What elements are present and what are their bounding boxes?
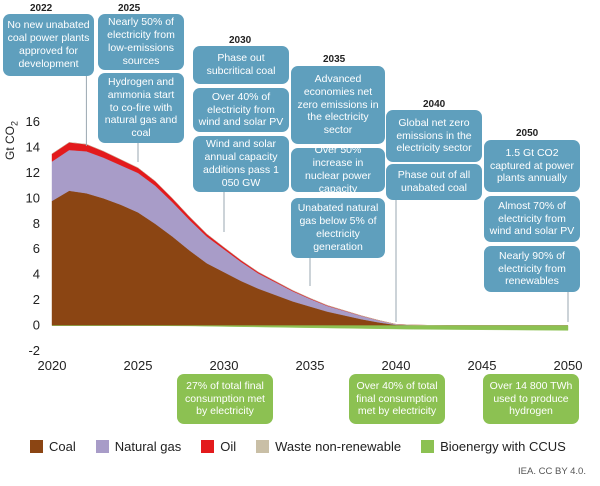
legend-swatch-oil [201,440,215,453]
callout-2050-co2-captured: 1.5 Gt CO2 captured at power plants annu… [484,140,580,192]
y-tick-label: 6 [33,241,40,256]
y-tick-label: 8 [33,216,40,231]
legend-item-coal: Coal [30,439,76,454]
legend-item-waste: Waste non-renewable [256,439,401,454]
legend-label-natural-gas: Natural gas [114,439,182,454]
legend-label-oil: Oil [220,439,237,454]
chart-legend: Coal Natural gas Oil Waste non-renewable… [30,439,566,454]
callout-2050-hydrogen: Over 14 800 TWh used to produce hydrogen [483,374,579,424]
series-area-waste [51,142,568,326]
y-tick-label: -2 [28,343,40,358]
x-tick-label: 2030 [210,358,239,373]
legend-label-coal: Coal [49,439,76,454]
callout-2035-nuclear: Over 50% increase in nuclear power capac… [291,144,385,195]
callout-2040-net-zero: Global net zero emissions in the electri… [386,110,482,162]
legend-swatch-waste [256,440,270,453]
x-tick-label: 2045 [468,358,497,373]
callout-2040-coal-phaseout: Phase out of all unabated coal [386,164,482,200]
legend-item-natural-gas: Natural gas [95,439,182,454]
callout-2035-advanced-economies: Advanced economies net zero emissions in… [291,66,385,144]
legend-item-beccs: Bioenergy with CCUS [421,439,566,454]
year-label-2022: 2022 [30,3,53,14]
callout-2030-capacity: Wind and solar annual capacity additions… [193,136,289,192]
callout-2040-electricity-share: Over 40% of total final consumption met … [349,374,445,424]
year-label-2040: 2040 [423,99,446,110]
y-tick-label: 16 [26,114,40,129]
y-tick-label: 10 [26,190,40,205]
y-tick-label: 14 [26,139,40,154]
callout-2025-hydrogen: Hydrogen and ammonia start to co-fire wi… [98,73,184,143]
x-tick-label: 2035 [296,358,325,373]
year-label-2030: 2030 [229,35,252,46]
year-label-2025: 2025 [118,3,141,14]
y-tick-label: 2 [33,292,40,307]
legend-label-waste: Waste non-renewable [275,439,402,454]
callout-2035-natural-gas: Unabated natural gas below 5% of electri… [291,198,385,258]
year-label-2050: 2050 [516,128,539,139]
x-tick-label: 2025 [124,358,153,373]
x-tick-label: 2020 [38,358,67,373]
callout-2022-coal-plants: No new unabated coal power plants approv… [3,14,94,76]
legend-swatch-natural-gas [95,440,109,453]
y-tick-label: 4 [33,267,40,282]
x-tick-label: 2040 [382,358,411,373]
callout-2030-wind-solar: Over 40% of electricity from wind and so… [193,88,289,132]
legend-swatch-beccs [421,440,435,453]
callout-2050-renewables: Nearly 90% of electricity from renewable… [484,246,580,292]
year-label-2035: 2035 [323,54,346,65]
legend-item-oil: Oil [201,439,236,454]
credit-text: IEA. CC BY 4.0. [518,466,586,477]
x-tick-label: 2050 [554,358,583,373]
callout-2030-electricity-share: 27% of total final consumption met by el… [177,374,273,424]
y-tick-label: 0 [33,318,40,333]
callout-2030-subcritical-coal: Phase out subcritical coal [193,46,289,84]
callout-2050-wind-solar: Almost 70% of electricity from wind and … [484,196,580,242]
series-area-bioenergy-ccus [52,325,569,331]
y-tick-label: 12 [26,165,40,180]
legend-swatch-coal [30,440,43,453]
y-axis-label: Gt CO2 [3,120,20,160]
legend-label-beccs: Bioenergy with CCUS [440,439,566,454]
callout-2025-low-emissions: Nearly 50% of electricity from low-emiss… [98,14,184,70]
